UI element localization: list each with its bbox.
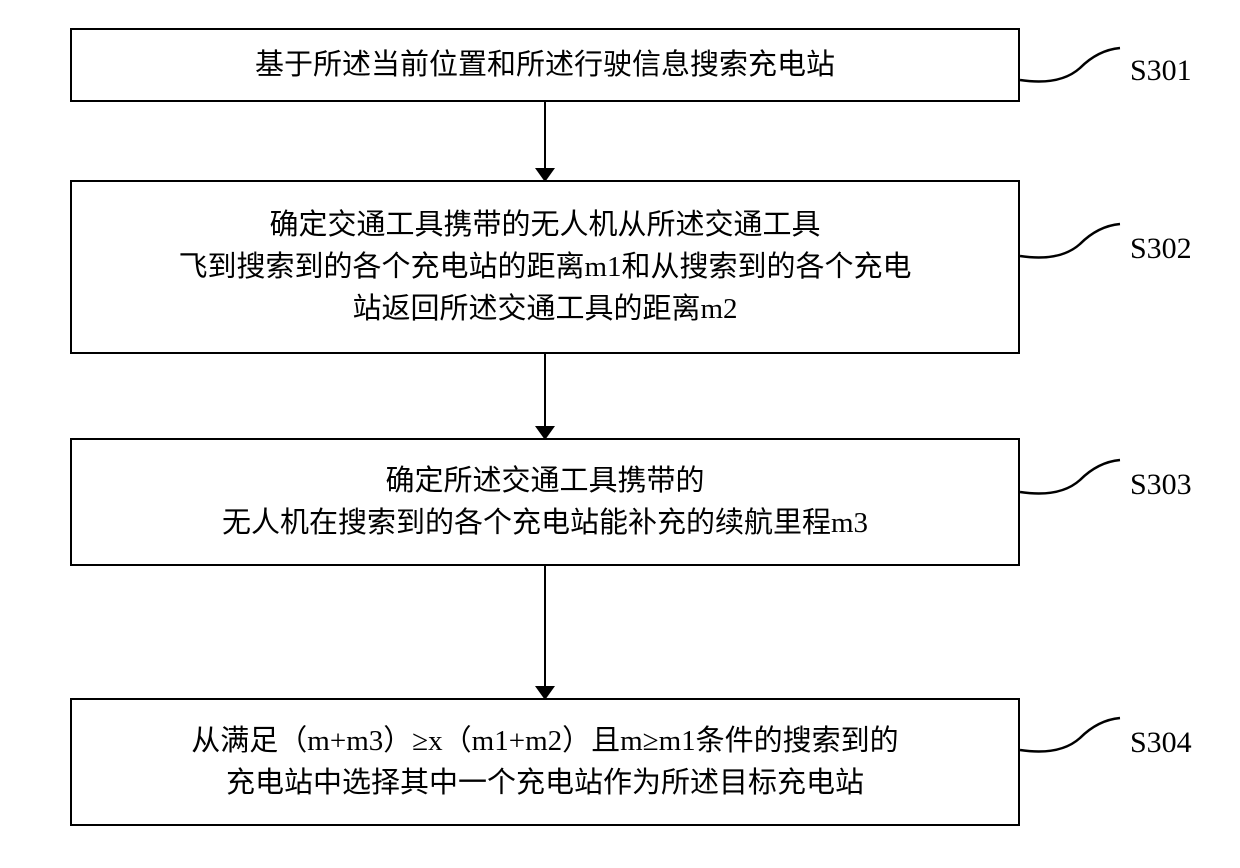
step-node-s304: 从满足（m+m3）≥x（m1+m2）且m≥m1条件的搜索到的 充电站中选择其中一… (70, 698, 1020, 826)
step-text-line: 充电站中选择其中一个充电站作为所述目标充电站 (226, 762, 864, 804)
brace-s301 (1020, 38, 1120, 98)
step-node-s303: 确定所述交通工具携带的 无人机在搜索到的各个充电站能补充的续航里程m3 (70, 438, 1020, 566)
step-label-s301: S301 (1130, 54, 1192, 88)
flowchart-canvas: 基于所述当前位置和所述行驶信息搜索充电站 S301 确定交通工具携带的无人机从所… (0, 0, 1240, 868)
step-label-s303: S303 (1130, 468, 1192, 502)
arrow-1-line (544, 102, 546, 168)
step-label-s304: S304 (1130, 726, 1192, 760)
brace-s302 (1020, 214, 1120, 274)
arrow-3-line (544, 566, 546, 686)
brace-s304 (1020, 708, 1120, 768)
arrow-2-line (544, 354, 546, 426)
brace-s303 (1020, 450, 1120, 510)
step-text-line: 无人机在搜索到的各个充电站能补充的续航里程m3 (222, 502, 868, 544)
step-text-line: 站返回所述交通工具的距离m2 (352, 288, 737, 330)
step-node-s302: 确定交通工具携带的无人机从所述交通工具 飞到搜索到的各个充电站的距离m1和从搜索… (70, 180, 1020, 354)
step-text-line: 确定交通工具携带的无人机从所述交通工具 (269, 204, 820, 246)
step-text-line: 基于所述当前位置和所述行驶信息搜索充电站 (255, 44, 835, 86)
step-text-line: 飞到搜索到的各个充电站的距离m1和从搜索到的各个充电 (178, 246, 911, 288)
step-text-line: 确定所述交通工具携带的 (385, 460, 704, 502)
step-label-s302: S302 (1130, 232, 1192, 266)
step-text-line: 从满足（m+m3）≥x（m1+m2）且m≥m1条件的搜索到的 (191, 720, 898, 762)
step-node-s301: 基于所述当前位置和所述行驶信息搜索充电站 (70, 28, 1020, 102)
